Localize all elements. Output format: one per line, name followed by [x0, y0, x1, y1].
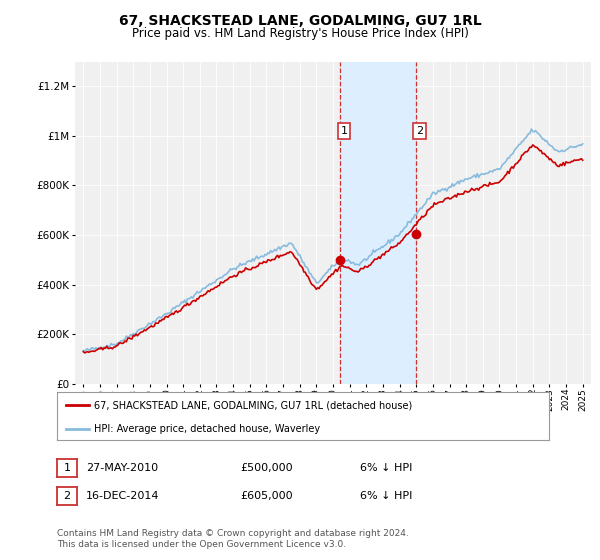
Text: Price paid vs. HM Land Registry's House Price Index (HPI): Price paid vs. HM Land Registry's House …	[131, 27, 469, 40]
Text: 16-DEC-2014: 16-DEC-2014	[86, 491, 160, 501]
Text: 6% ↓ HPI: 6% ↓ HPI	[360, 491, 412, 501]
Text: 67, SHACKSTEAD LANE, GODALMING, GU7 1RL (detached house): 67, SHACKSTEAD LANE, GODALMING, GU7 1RL …	[94, 400, 412, 410]
Text: 2: 2	[64, 491, 70, 501]
Text: 1: 1	[64, 463, 70, 473]
Text: 27-MAY-2010: 27-MAY-2010	[86, 463, 158, 473]
Text: £605,000: £605,000	[240, 491, 293, 501]
Bar	[340, 62, 416, 384]
Text: 6% ↓ HPI: 6% ↓ HPI	[360, 463, 412, 473]
Text: 67, SHACKSTEAD LANE, GODALMING, GU7 1RL: 67, SHACKSTEAD LANE, GODALMING, GU7 1RL	[119, 14, 481, 28]
Text: 2: 2	[416, 126, 423, 136]
Text: 1: 1	[341, 126, 347, 136]
Text: HPI: Average price, detached house, Waverley: HPI: Average price, detached house, Wave…	[94, 424, 320, 434]
Text: £500,000: £500,000	[240, 463, 293, 473]
Text: Contains HM Land Registry data © Crown copyright and database right 2024.
This d: Contains HM Land Registry data © Crown c…	[57, 529, 409, 549]
